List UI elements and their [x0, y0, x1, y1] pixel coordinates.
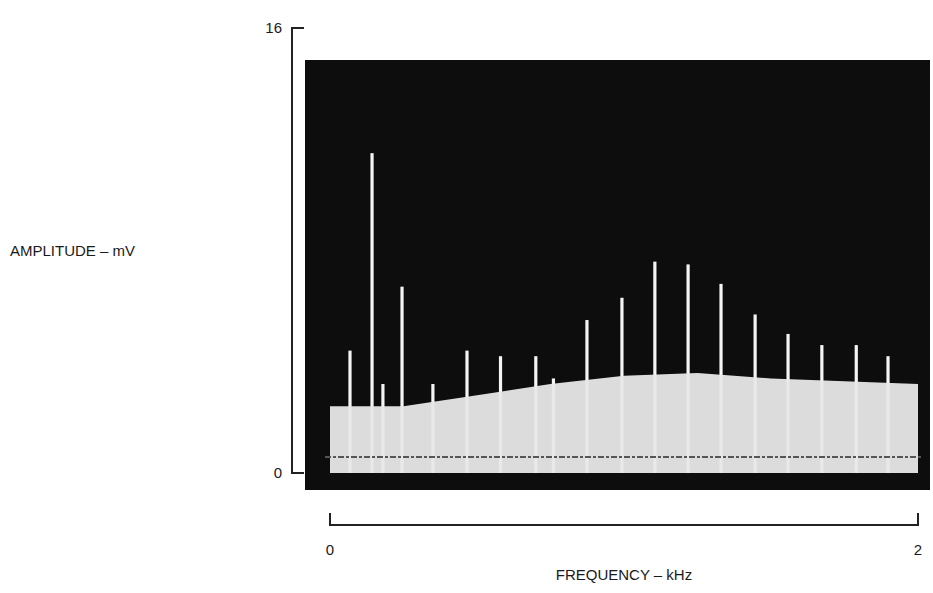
- x-tick-label: 2: [914, 541, 922, 558]
- baseline-trace: [325, 456, 923, 458]
- x-tick-label: 0: [326, 541, 334, 558]
- x-tick: [329, 513, 331, 526]
- x-axis-line: [330, 524, 918, 526]
- y-axis-title: AMPLITUDE – mV: [10, 242, 135, 259]
- x-axis-title: FREQUENCY – kHz: [556, 566, 692, 583]
- screen: [305, 60, 930, 490]
- y-tick-label: 16: [265, 19, 282, 36]
- y-axis-line: [291, 28, 293, 473]
- x-tick: [917, 513, 919, 526]
- y-tick-label: 0: [274, 464, 282, 481]
- chart: 0 16 AMPLITUDE – mV 0 2 FREQUENCY – kHz: [0, 0, 933, 593]
- plot-area: [325, 153, 923, 473]
- y-tick: [291, 27, 304, 29]
- y-tick: [291, 472, 304, 474]
